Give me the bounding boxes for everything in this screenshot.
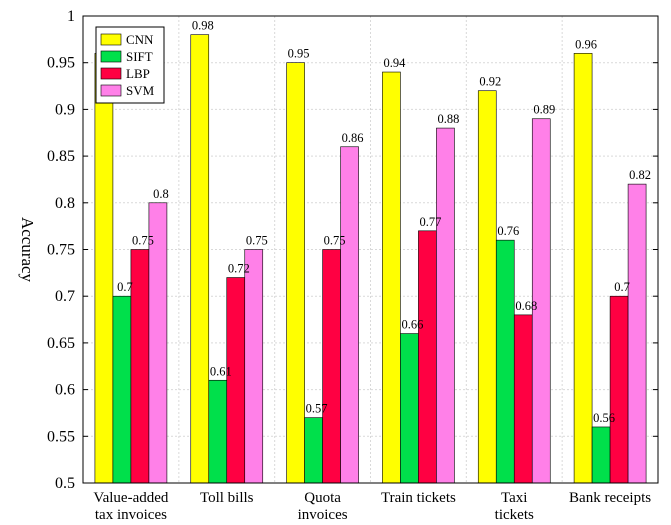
data-label: 0.98 bbox=[192, 19, 214, 33]
bar-cnn bbox=[94, 53, 114, 484]
x-category-label: tax invoices bbox=[95, 507, 167, 523]
data-label: 0.89 bbox=[533, 103, 555, 117]
x-category-label: tickets bbox=[495, 507, 534, 523]
data-label: 0.7 bbox=[614, 280, 630, 294]
data-label: 0.72 bbox=[228, 262, 250, 276]
bar-svm bbox=[244, 249, 264, 484]
y-tick-label: 0.5 bbox=[55, 475, 75, 492]
y-tick-label: 0.9 bbox=[55, 101, 75, 118]
bar-sift bbox=[112, 295, 132, 484]
bar-lbp bbox=[322, 249, 341, 484]
x-category-label: Value-added bbox=[93, 490, 168, 506]
data-label: 0.7 bbox=[117, 280, 133, 294]
y-tick-label: 0.7 bbox=[55, 288, 75, 305]
y-tick-label: 0.75 bbox=[47, 242, 75, 259]
bars bbox=[94, 34, 647, 484]
bar-lbp bbox=[513, 314, 533, 484]
data-label: 0.8 bbox=[153, 187, 169, 201]
bar-cnn bbox=[573, 53, 593, 484]
bar-sift bbox=[400, 333, 419, 484]
data-label: 0.57 bbox=[306, 402, 328, 416]
x-category-label: invoices bbox=[298, 507, 348, 523]
data-label: 0.92 bbox=[479, 75, 501, 89]
bar-lbp bbox=[418, 230, 437, 484]
data-label: 0.95 bbox=[288, 47, 310, 61]
y-tick-label: 0.55 bbox=[47, 428, 75, 445]
legend-swatch bbox=[100, 50, 122, 63]
x-category-label: Taxi bbox=[501, 490, 527, 506]
legend-swatch bbox=[100, 67, 122, 80]
bar-cnn bbox=[190, 34, 210, 484]
grid-lines bbox=[83, 15, 658, 484]
bar-sift bbox=[591, 426, 611, 484]
data-label: 0.61 bbox=[210, 364, 232, 378]
bar-cnn bbox=[286, 62, 305, 484]
bar-sift bbox=[495, 239, 515, 484]
bar-svm bbox=[436, 127, 455, 484]
data-label: 0.94 bbox=[383, 56, 406, 70]
bar-sift bbox=[208, 379, 228, 484]
data-label: 0.68 bbox=[515, 299, 537, 313]
data-label: 0.77 bbox=[419, 215, 441, 229]
data-label: 0.86 bbox=[342, 131, 364, 145]
legend-entry: SIFT bbox=[126, 49, 153, 64]
legend-entry: SVM bbox=[126, 83, 155, 98]
data-label: 0.82 bbox=[629, 168, 651, 182]
x-category-label: Toll bills bbox=[200, 490, 254, 506]
x-category-label: Train tickets bbox=[381, 490, 456, 506]
bar-svm bbox=[340, 146, 359, 484]
data-label: 0.75 bbox=[132, 234, 154, 248]
legend-swatch bbox=[100, 84, 122, 97]
data-label: 0.96 bbox=[575, 37, 597, 51]
y-tick-label: 0.8 bbox=[55, 195, 75, 212]
legend-swatch bbox=[100, 33, 122, 46]
bar-svm bbox=[627, 183, 647, 484]
data-label: 0.56 bbox=[593, 411, 615, 425]
data-label: 0.88 bbox=[437, 112, 459, 126]
bar-cnn bbox=[382, 71, 401, 484]
data-labels: 0.7 0.75 0.8 0.98 0.61 0.72 0.75 0.95 0.57 0.75 0.… bbox=[117, 19, 651, 425]
y-tick-label: 0.95 bbox=[47, 55, 75, 72]
bar-lbp bbox=[226, 277, 246, 484]
legend-entry: LBP bbox=[126, 66, 150, 81]
x-category-label: Bank receipts bbox=[569, 490, 651, 506]
data-label: 0.66 bbox=[401, 318, 423, 332]
data-label: 0.75 bbox=[324, 234, 346, 248]
y-tick-label: 0.85 bbox=[47, 148, 75, 165]
bar-sift bbox=[304, 417, 323, 484]
y-axis-ticks: 0.5 0.55 0.6 0.65 0.7 0.75 0.8 0.85 0.9 0.95 1 bbox=[47, 8, 658, 492]
bar-lbp bbox=[609, 295, 629, 484]
legend: CNN SIFT LBP SVM bbox=[95, 26, 165, 104]
y-axis-title: Accuracy bbox=[18, 217, 37, 283]
y-tick-label: 1 bbox=[67, 8, 75, 25]
bar-cnn bbox=[477, 90, 497, 484]
legend-entry: CNN bbox=[126, 32, 154, 47]
x-category-label: Quota bbox=[304, 490, 341, 506]
bar-lbp bbox=[130, 249, 150, 484]
data-label: 0.76 bbox=[497, 224, 519, 238]
data-label: 0.75 bbox=[246, 234, 268, 248]
y-tick-label: 0.6 bbox=[55, 382, 75, 399]
y-tick-label: 0.65 bbox=[47, 335, 75, 352]
